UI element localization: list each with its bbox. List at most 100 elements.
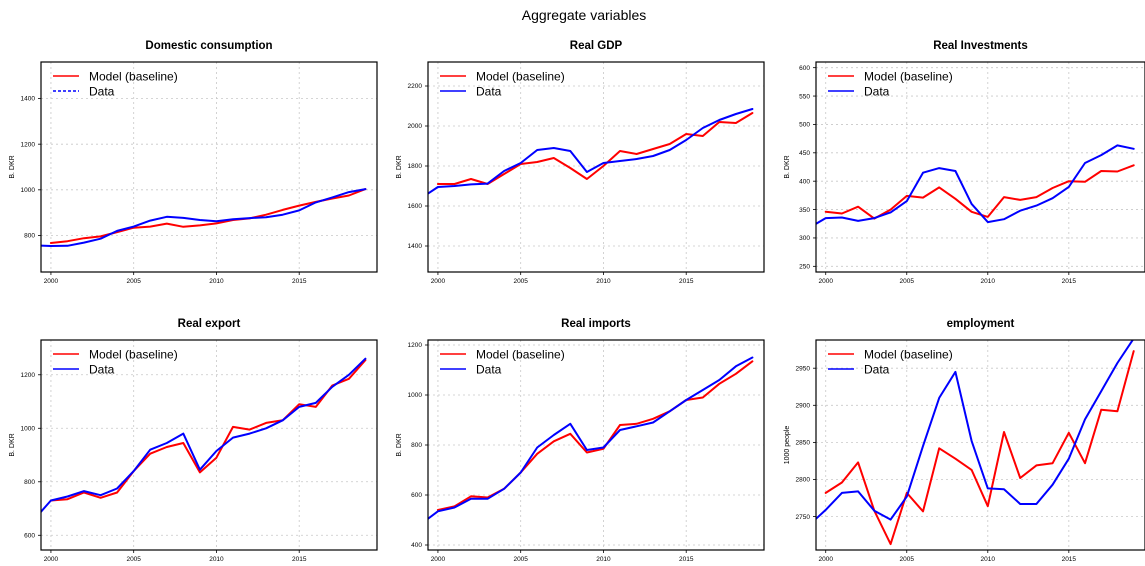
y-tick-label: 800 bbox=[411, 442, 422, 449]
plot-frame bbox=[427, 61, 765, 273]
plot-frame bbox=[815, 339, 1145, 551]
panel-title: Real imports bbox=[561, 318, 631, 330]
legend-label: Data bbox=[864, 362, 890, 376]
chart-panel: Real imports 2000 2005 2010 2015 400 600 800 100… bbox=[396, 318, 765, 563]
x-tick-label: 2010 bbox=[981, 556, 996, 563]
y-tick-label: 400 bbox=[799, 178, 810, 185]
y-tick-label: 1200 bbox=[21, 141, 36, 148]
chart-panel: Real Investments 2000 2005 2010 2015 250 300 35… bbox=[784, 40, 1145, 285]
series-line bbox=[436, 112, 754, 185]
x-tick-label: 2010 bbox=[209, 278, 224, 285]
x-tick-label: 2015 bbox=[679, 278, 694, 285]
chart-panel: Domestic consumption 2000 2005 2010 2015 800 1… bbox=[9, 40, 378, 285]
x-tick-label: 2010 bbox=[596, 278, 611, 285]
series-group bbox=[428, 356, 754, 521]
series-line bbox=[816, 144, 1135, 226]
series-group bbox=[41, 188, 367, 247]
y-tick-label: 1200 bbox=[21, 372, 36, 379]
legend-label: Model (baseline) bbox=[476, 347, 565, 361]
series-line bbox=[49, 188, 367, 244]
series-line bbox=[41, 188, 367, 247]
legend-label: Data bbox=[89, 84, 115, 98]
x-tick-label: 2015 bbox=[292, 556, 307, 563]
y-tick-label: 2900 bbox=[796, 403, 811, 410]
series-group bbox=[816, 144, 1135, 226]
panel-title: Real GDP bbox=[570, 40, 623, 52]
y-tick-label: 2950 bbox=[796, 365, 811, 372]
chart-panel: employment 2000 2005 2010 2015 2750 2800 2850 29… bbox=[784, 318, 1145, 563]
x-tick-label: 2000 bbox=[431, 278, 446, 285]
series-line bbox=[49, 359, 367, 502]
y-tick-label: 2000 bbox=[408, 123, 423, 130]
legend-label: Data bbox=[89, 362, 115, 376]
x-tick-label: 2010 bbox=[209, 556, 224, 563]
series-line bbox=[428, 108, 754, 195]
series-group bbox=[816, 340, 1135, 546]
legend-label: Model (baseline) bbox=[864, 347, 953, 361]
y-tick-label: 1400 bbox=[408, 243, 423, 250]
legend-label: Model (baseline) bbox=[476, 69, 565, 83]
x-tick-label: 2000 bbox=[44, 278, 59, 285]
x-tick-label: 2005 bbox=[513, 278, 528, 285]
y-tick-label: 1000 bbox=[408, 392, 423, 399]
y-tick-label: 500 bbox=[799, 122, 810, 129]
x-tick-label: 2005 bbox=[900, 278, 915, 285]
y-tick-label: 2850 bbox=[796, 440, 811, 447]
panels: Domestic consumption 2000 2005 2010 2015 800 1… bbox=[9, 40, 1145, 563]
x-tick-label: 2015 bbox=[679, 556, 694, 563]
y-tick-label: 2750 bbox=[796, 514, 811, 521]
y-tick-label: 400 bbox=[411, 542, 422, 549]
chart-panel: Real export 2000 2005 2010 2015 600 800 1000 120… bbox=[9, 318, 378, 563]
legend-label: Data bbox=[476, 362, 502, 376]
y-axis-label: B. DKR bbox=[396, 433, 403, 456]
series-line bbox=[824, 164, 1135, 220]
y-axis-label: B. DKR bbox=[396, 155, 403, 178]
y-axis-label: B. DKR bbox=[9, 433, 16, 456]
series-group bbox=[41, 357, 367, 514]
legend-label: Model (baseline) bbox=[89, 69, 178, 83]
x-tick-label: 2000 bbox=[44, 556, 59, 563]
y-tick-label: 450 bbox=[799, 150, 810, 157]
legend-label: Data bbox=[864, 84, 890, 98]
plot-frame bbox=[815, 61, 1145, 273]
y-tick-label: 600 bbox=[24, 532, 35, 539]
x-tick-label: 2010 bbox=[981, 278, 996, 285]
figure-title: Aggregate variables bbox=[522, 7, 647, 23]
y-tick-label: 350 bbox=[799, 207, 810, 214]
series-line bbox=[436, 360, 754, 511]
y-tick-label: 2800 bbox=[796, 477, 811, 484]
y-tick-label: 600 bbox=[799, 65, 810, 72]
legend-label: Data bbox=[476, 84, 502, 98]
plot-frame bbox=[427, 339, 765, 551]
y-tick-label: 300 bbox=[799, 235, 810, 242]
x-tick-label: 2005 bbox=[900, 556, 915, 563]
y-tick-label: 1200 bbox=[408, 342, 423, 349]
y-axis-label: 1000 people bbox=[784, 426, 791, 465]
plot-frame bbox=[40, 61, 378, 273]
x-tick-label: 2000 bbox=[818, 278, 833, 285]
x-tick-label: 2015 bbox=[1062, 556, 1077, 563]
x-tick-label: 2000 bbox=[818, 556, 833, 563]
panel-title: Real export bbox=[178, 318, 241, 330]
x-tick-label: 2005 bbox=[513, 556, 528, 563]
plot-frame bbox=[40, 339, 378, 551]
x-tick-label: 2000 bbox=[431, 556, 446, 563]
y-tick-label: 550 bbox=[799, 93, 810, 100]
panel-title: Domestic consumption bbox=[145, 40, 272, 52]
y-axis-label: B. DKR bbox=[9, 155, 16, 178]
legend-label: Model (baseline) bbox=[89, 347, 178, 361]
panel-title: Real Investments bbox=[933, 40, 1028, 52]
y-tick-label: 1600 bbox=[408, 203, 423, 210]
y-tick-label: 250 bbox=[799, 264, 810, 271]
x-tick-label: 2015 bbox=[292, 278, 307, 285]
panel-title: employment bbox=[947, 318, 1015, 330]
y-tick-label: 800 bbox=[24, 233, 35, 240]
chart-panel: Real GDP 2000 2005 2010 2015 1400 1600 1800 2000… bbox=[396, 40, 765, 285]
series-line bbox=[824, 350, 1135, 546]
y-tick-label: 800 bbox=[24, 479, 35, 486]
series-line bbox=[41, 357, 367, 514]
y-axis-label: B. DKR bbox=[784, 155, 791, 178]
series-line bbox=[428, 356, 754, 521]
y-tick-label: 1800 bbox=[408, 163, 423, 170]
y-tick-label: 1000 bbox=[21, 187, 36, 194]
